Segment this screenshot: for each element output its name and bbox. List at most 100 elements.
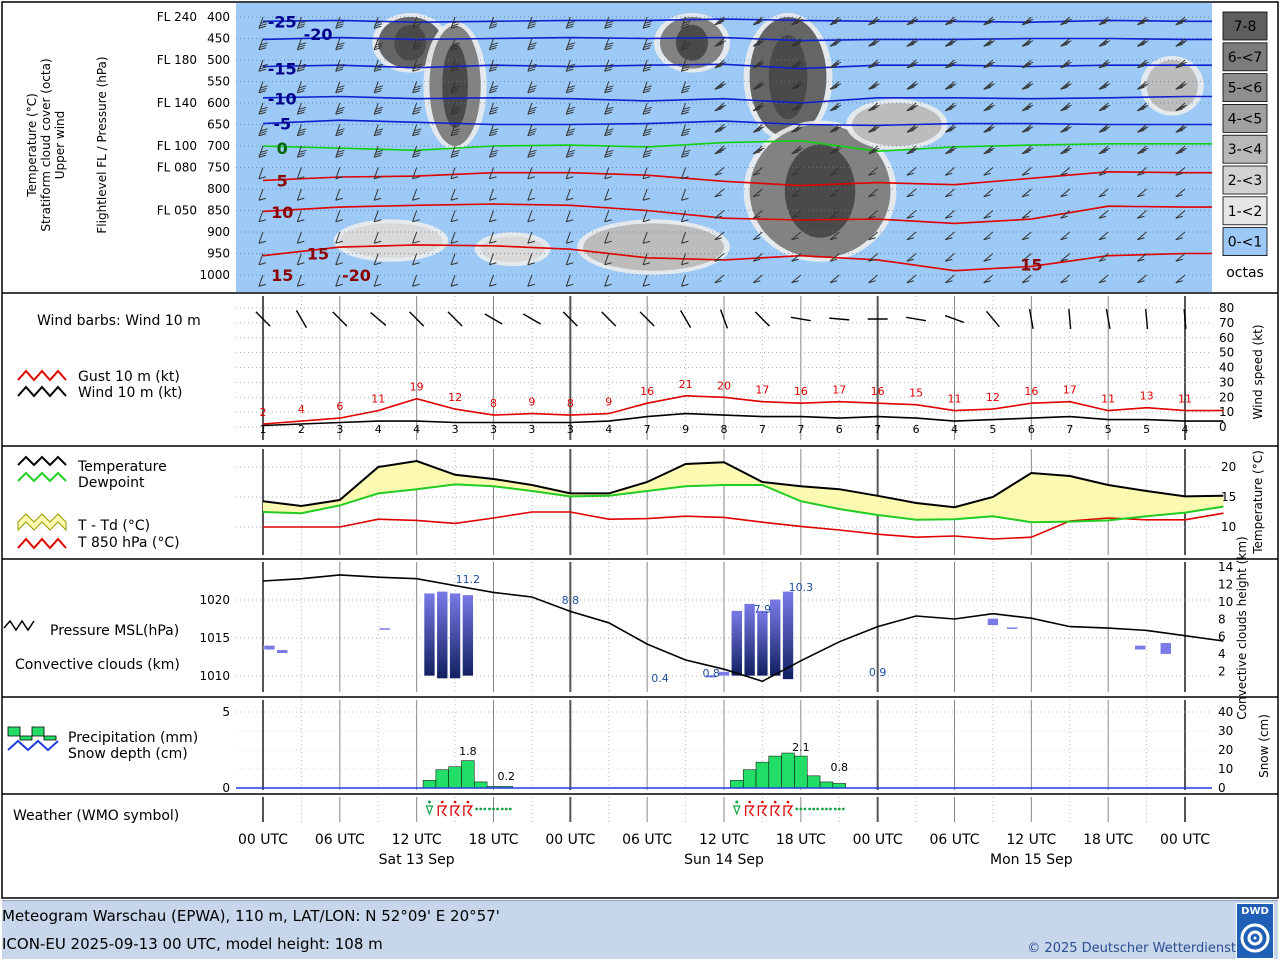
isotherm-label: 15 [1020,255,1042,274]
wind-barb [1098,16,1111,26]
wind-barb [791,167,802,176]
surface-wind-barb [829,317,850,321]
wind-barb [373,59,384,72]
wind-value: 7 [874,423,881,436]
wind-barb [258,59,268,72]
isotherm-line [262,95,1212,104]
wind-barb [752,102,765,112]
surface-wind-barb [484,313,503,325]
wind-barb [868,102,880,112]
wind-barb [829,167,840,176]
convective-cloud-bar [1134,645,1146,651]
wind-barb [1175,231,1186,241]
octa-swatch [1222,165,1268,195]
wind-barb [906,38,919,47]
wind-barb [335,167,343,180]
wind-barb [983,102,995,112]
wind-barb [906,124,919,133]
wind-barb [983,59,995,69]
gust-value: 20 [717,379,731,392]
wind-barb [258,188,267,201]
wind-barb [565,59,576,72]
wind-barb [1060,274,1071,284]
wind-barb [1021,59,1034,69]
time-tick-label: 12 UTC [1006,832,1056,848]
wind-barb [604,274,612,287]
wind-barb [829,210,840,219]
wind-barb [714,102,726,112]
wind-barb [258,231,267,244]
wind-barb [681,231,689,244]
gust-legend: Gust 10 m (kt) [78,369,180,385]
panel-precipitation: Precipitation (mm) Snow depth (cm) Snow … [7,705,1271,795]
temp-tick: 20 [1221,460,1236,474]
wind-barb [906,188,917,198]
wind-barb [335,188,343,201]
gust-value: 12 [986,391,1000,404]
wind-barb [565,81,576,94]
time-tick-label: 06 UTC [929,832,979,848]
label-temperature: Temperature (°C) [25,93,39,198]
rain-symbol [475,807,487,811]
label-cloud-cover: Stratiform cloud cover (octa) [39,58,53,231]
pressure-legend: Pressure MSL(hPa) [50,623,179,639]
wind-barb [868,253,878,262]
wind-barb [604,38,614,51]
wind-barb [1098,274,1109,284]
wind-barb [829,253,840,262]
wind-barb [944,167,955,176]
flight-level-label: FL 050 [157,204,197,218]
gust-value: 17 [832,384,846,397]
panel-upper-air: -25 -20 -15 -10 -5 0 5 10 15 15 -20 15 FL 240 400 450… [25,3,1268,292]
wind-value: 4 [951,423,958,436]
wind-barb [604,210,612,223]
wind-barb [604,231,612,244]
wind-barb [714,210,725,219]
wind-barb [829,124,842,133]
wind-barb [1060,231,1071,241]
wind-barb [906,102,919,112]
wind-barb [906,274,917,284]
wind-barb [373,274,382,287]
snow-legend: Snow depth (cm) [68,746,188,762]
temperature-legend: Temperature [77,459,167,475]
wind-barb [1175,38,1187,47]
wind-barb [944,102,957,112]
wind-barb [868,59,880,69]
thunderstorm-symbol [744,800,755,817]
wind-barb [714,274,725,284]
wind-barb [412,81,422,94]
upper-wind-barbs [258,16,1187,287]
wind-barb [642,16,653,29]
cloud-height-tick: 6 [1218,630,1226,644]
isotherm-labels: -25 -20 -15 -10 -5 0 5 10 15 15 -20 15 [268,12,1043,285]
wind-barb [335,38,345,51]
wind-barb [714,253,725,262]
temperature-line [262,459,1224,509]
wind-value: 6 [1028,423,1035,436]
wind-barb [488,188,497,201]
wind-barb [714,167,725,176]
shower-symbol [425,800,434,816]
thunderstorm-symbol [757,800,768,817]
cloud-height-tick: 4 [1218,647,1226,661]
precip-bar [806,775,821,789]
wind-barb [373,188,382,201]
gust-value: 19 [410,381,424,394]
wind-barb [1021,16,1034,26]
wind-barbs-title: Wind barbs: Wind 10 m [37,313,201,329]
isotherm-label: -25 [268,12,297,31]
wind-barb [714,16,726,26]
surface-wind-barb [944,314,965,324]
convective-cloud-bar [705,674,717,678]
surface-wind-barb [719,309,729,329]
wind-barb [527,81,537,94]
wind-value: 8 [721,423,728,436]
wind-barb [258,16,268,29]
wind-barb [791,81,803,90]
pressure-line [262,574,1224,683]
wind-barb [450,81,460,94]
gust-value: 11 [948,393,962,406]
wind-barb [565,124,576,137]
pressure-level-label: 550 [207,75,230,89]
